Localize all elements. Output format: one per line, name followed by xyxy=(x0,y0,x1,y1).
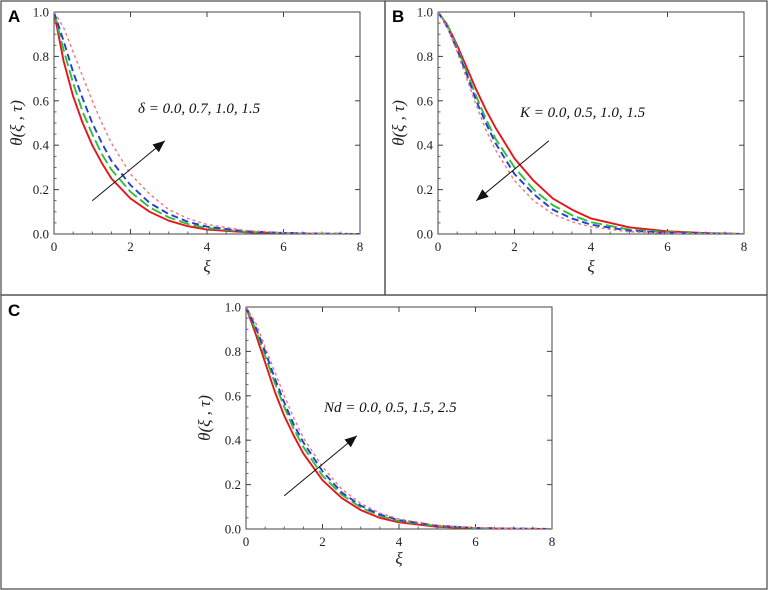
x-axis-label: ξ xyxy=(395,549,403,568)
series-line-4 xyxy=(438,11,744,234)
x-tick-label: 0 xyxy=(435,239,442,254)
trend-arrow-head xyxy=(476,189,489,201)
y-tick-label: 1.0 xyxy=(417,5,433,20)
series-line-4 xyxy=(246,306,552,529)
y-axis-label: θ(ξ , τ) xyxy=(389,100,408,146)
chart-panel-b: B 0 2 4 6 8 0.0 0.2 0.4 0.6 0.8 1.0 ξ θ(ξ , τ) K = 0.0… xyxy=(389,5,747,277)
y-tick-label: 0.0 xyxy=(417,227,433,242)
trend-arrow-head xyxy=(152,140,165,153)
x-tick-label: 8 xyxy=(549,534,556,549)
panel-c-border xyxy=(0,294,768,590)
series-line-1 xyxy=(246,306,552,529)
y-axis-label: θ(ξ , τ) xyxy=(195,395,214,441)
series-line-3 xyxy=(54,11,360,234)
y-tick-label: 0.8 xyxy=(33,49,49,64)
x-tick-label: 6 xyxy=(280,239,287,254)
y-tick-label: 0.0 xyxy=(225,522,241,537)
y-tick-label: 0.6 xyxy=(225,388,242,403)
panel-a-border xyxy=(0,0,386,296)
y-tick-label: 1.0 xyxy=(225,300,241,315)
x-axis-label: ξ xyxy=(203,257,211,276)
plot-frame-a xyxy=(53,11,361,235)
panel-letter-b: B xyxy=(392,7,404,26)
chart-panel-c: C 0 2 4 6 8 0.0 0.2 0.4 0.6 0.8 1.0 ξ θ(ξ , τ) Nd = 0.… xyxy=(8,300,555,569)
y-tick-label: 0.0 xyxy=(33,227,49,242)
x-tick-label: 0 xyxy=(51,239,58,254)
x-tick-label: 8 xyxy=(357,239,364,254)
y-tick-label: 0.4 xyxy=(225,433,242,448)
x-tick-label: 0 xyxy=(243,534,250,549)
parameter-annotation: δ = 0.0, 0.7, 1.0, 1.5 xyxy=(138,101,261,117)
y-tick-label: 0.2 xyxy=(33,182,49,197)
x-tick-label: 4 xyxy=(396,534,403,549)
x-tick-label: 4 xyxy=(204,239,211,254)
trend-arrow-line xyxy=(475,140,550,202)
parameter-annotation: K = 0.0, 0.5, 1.0, 1.5 xyxy=(519,105,646,121)
series-line-1 xyxy=(54,11,360,234)
series-line-3 xyxy=(246,306,552,529)
x-tick-label: 6 xyxy=(664,239,671,254)
y-tick-label: 0.6 xyxy=(33,93,50,108)
y-tick-label: 1.0 xyxy=(33,5,49,20)
trend-arrow-line xyxy=(283,435,358,497)
panel-letter-c: C xyxy=(8,301,20,320)
trend-arrow-line xyxy=(91,140,166,202)
series-line-3 xyxy=(438,11,744,234)
y-tick-label: 0.8 xyxy=(417,49,433,64)
trend-arrow-head xyxy=(344,435,357,448)
x-tick-label: 2 xyxy=(511,239,518,254)
series-line-4 xyxy=(54,11,360,234)
x-tick-label: 2 xyxy=(127,239,134,254)
series-line-2 xyxy=(438,11,744,234)
x-tick-label: 4 xyxy=(588,239,595,254)
series-line-2 xyxy=(54,11,360,234)
y-tick-label: 0.6 xyxy=(417,93,434,108)
series-line-2 xyxy=(246,306,552,529)
x-tick-label: 8 xyxy=(741,239,748,254)
y-tick-label: 0.4 xyxy=(417,138,434,153)
x-axis-label: ξ xyxy=(587,257,595,276)
panel-b-border xyxy=(384,0,768,296)
series-line-1 xyxy=(438,11,744,234)
y-tick-label: 0.8 xyxy=(225,344,241,359)
parameter-annotation: Nd = 0.0, 0.5, 1.5, 2.5 xyxy=(323,400,457,416)
y-tick-label: 0.2 xyxy=(225,477,241,492)
plot-frame-c xyxy=(245,306,553,530)
chart-panel-a: A 0 2 4 6 8 0.0 0.2 0.4 0.6 0.8 1.0 ξ θ(ξ , τ) δ = 0.0… xyxy=(7,5,363,277)
panel-letter-a: A xyxy=(8,7,20,26)
y-tick-label: 0.2 xyxy=(417,182,433,197)
y-axis-label: θ(ξ , τ) xyxy=(7,100,26,146)
y-tick-label: 0.4 xyxy=(33,138,50,153)
x-tick-label: 6 xyxy=(472,534,479,549)
x-tick-label: 2 xyxy=(319,534,326,549)
